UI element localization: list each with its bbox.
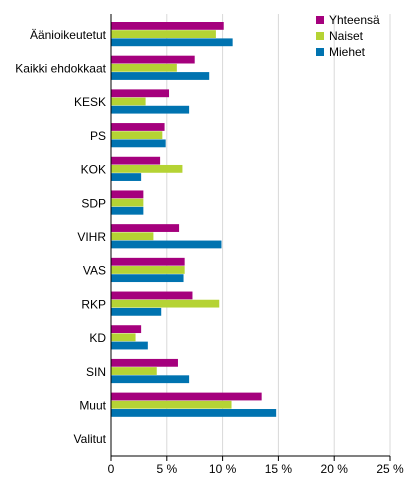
bar-sin-naiset — [111, 367, 157, 375]
bar-kd-miehet — [111, 341, 148, 350]
x-tick-label: 5 % — [156, 462, 177, 476]
category-label: KESK — [74, 95, 106, 109]
x-tick-label: 25 % — [376, 462, 404, 476]
legend-label-yhteensä: Yhteensä — [329, 13, 380, 27]
x-tick-label: 0 — [108, 462, 115, 476]
legend-label-miehet: Miehet — [329, 45, 366, 59]
bar-vihr-yhteensä — [111, 224, 180, 232]
bar-kok-naiset — [111, 164, 183, 173]
bar-äänioikeutetut-miehet — [111, 38, 233, 47]
bar-kesk-miehet — [111, 105, 190, 114]
bar-kesk-yhteensä — [111, 89, 170, 98]
legend-swatch-miehet — [316, 48, 324, 56]
category-label: Kaikki ehdokkaat — [15, 62, 106, 76]
bar-muut-yhteensä — [111, 392, 262, 401]
bar-sdp-miehet — [111, 206, 144, 215]
category-labels: Äänioikeutetut Kaikki ehdokkaat KESK PS KOK S… — [15, 28, 106, 446]
bar-vas-naiset — [111, 266, 185, 274]
category-label: RKP — [81, 297, 106, 311]
bar-äänioikeutetut-yhteensä — [111, 22, 224, 30]
bar-kaikki-ehdokkaat-naiset — [111, 63, 177, 72]
bar-sdp-yhteensä — [111, 190, 144, 199]
category-label: KD — [89, 331, 106, 345]
bar-äänioikeutetut-naiset — [111, 30, 216, 38]
bar-sdp-naiset — [111, 198, 144, 207]
category-label: PS — [90, 129, 106, 143]
bar-rkp-naiset — [111, 299, 220, 308]
bar-kd-naiset — [111, 333, 136, 342]
bar-kok-miehet — [111, 173, 142, 181]
x-tick-label: 20 % — [321, 462, 349, 476]
category-label: SDP — [81, 196, 106, 210]
bar-ps-miehet — [111, 139, 166, 148]
category-label: Valitut — [74, 432, 107, 446]
legend-label-naiset: Naiset — [329, 29, 364, 43]
bar-kaikki-ehdokkaat-miehet — [111, 72, 210, 80]
bar-vihr-naiset — [111, 232, 154, 241]
bar-vas-yhteensä — [111, 257, 185, 266]
bar-muut-naiset — [111, 400, 232, 409]
bar-kesk-naiset — [111, 97, 146, 106]
bar-ps-yhteensä — [111, 123, 165, 131]
bar-rkp-yhteensä — [111, 291, 193, 300]
bar-muut-miehet — [111, 409, 277, 417]
category-label: Muut — [79, 398, 106, 412]
category-label: KOK — [81, 163, 106, 177]
category-label: Äänioikeutetut — [30, 28, 107, 42]
x-tick-label: 10 % — [209, 462, 237, 476]
bar-kok-yhteensä — [111, 156, 161, 165]
x-tick-label: 15 % — [265, 462, 293, 476]
legend-swatch-naiset — [316, 32, 324, 40]
category-label: VIHR — [77, 230, 106, 244]
bar-rkp-miehet — [111, 307, 162, 316]
bar-vihr-miehet — [111, 240, 222, 249]
category-label: VAS — [83, 264, 106, 278]
legend: Yhteensä Naiset Miehet — [316, 13, 380, 59]
bar-ps-naiset — [111, 131, 163, 140]
bar-kaikki-ehdokkaat-yhteensä — [111, 55, 195, 64]
bar-sin-miehet — [111, 375, 190, 384]
bars — [111, 22, 277, 417]
gridlines — [166, 14, 391, 456]
bar-vas-miehet — [111, 274, 184, 283]
bar-sin-yhteensä — [111, 358, 178, 367]
legend-swatch-yhteensä — [316, 16, 324, 24]
bar-kd-yhteensä — [111, 325, 142, 334]
category-label: SIN — [86, 365, 106, 379]
x-axis: 0 5 % 10 % 15 % 20 % 25 % — [108, 14, 404, 476]
